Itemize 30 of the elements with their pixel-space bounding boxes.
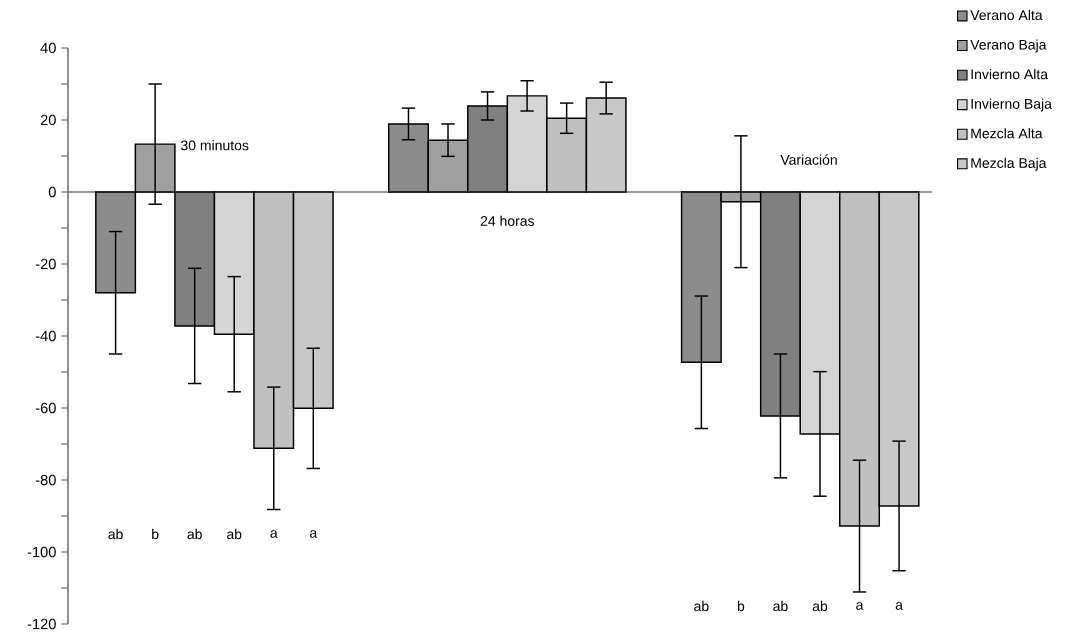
y-tick-label: -40 (35, 330, 56, 342)
annotation: a (856, 602, 864, 610)
annotation: ab (227, 528, 242, 540)
annotation: Variación (780, 154, 837, 165)
legend-label: Mezcla Alta (971, 128, 1043, 139)
y-tick-label: 0 (48, 186, 56, 198)
y-tick-label: 20 (40, 114, 56, 126)
annotation: b (737, 600, 745, 612)
legend-label: Verano Alta (970, 9, 1043, 21)
y-tick-label: 40 (40, 42, 56, 54)
annotation: ab (187, 528, 202, 540)
annotation: 30 minutos (180, 140, 249, 151)
annotation: a (270, 530, 278, 538)
y-tick-label: -80 (35, 474, 56, 486)
annotation: a (309, 530, 318, 538)
y-tick-label: -20 (35, 258, 56, 270)
annotation: a (895, 602, 903, 610)
legend-label: Invierno Alta (971, 69, 1049, 80)
annotation: 24 horas (480, 215, 535, 227)
annotation: b (152, 528, 159, 540)
y-tick-label: -120 (27, 618, 56, 630)
annotation: ab (773, 600, 788, 612)
annotation: ab (812, 600, 828, 612)
y-tick-label: -100 (27, 546, 56, 558)
legend-label: Invierno Baja (971, 98, 1052, 112)
annotation: ab (694, 600, 709, 612)
legend-label: Verano Baja (970, 39, 1047, 53)
y-tick-label: -60 (35, 402, 56, 414)
annotation: ab (108, 528, 123, 540)
legend-label: Mezcla Baja (971, 157, 1047, 171)
